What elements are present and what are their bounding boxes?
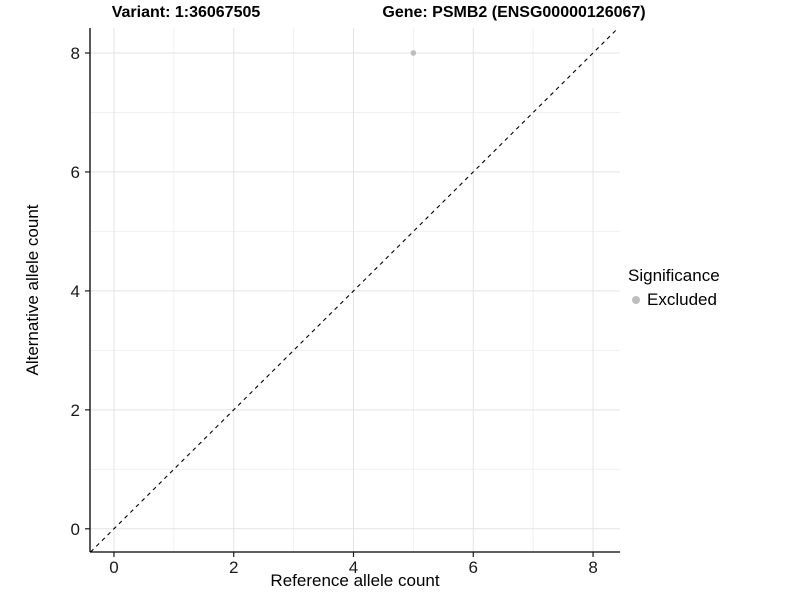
x-tick-label: 0 [109, 558, 118, 577]
x-tick-label: 6 [469, 558, 478, 577]
y-tick-label: 2 [71, 401, 80, 420]
y-tick-label: 6 [71, 163, 80, 182]
y-tick-label: 8 [71, 44, 80, 63]
y-axis-title: Alternative allele count [23, 204, 42, 376]
y-tick-label: 0 [71, 520, 80, 539]
gene-title: Gene: PSMB2 (ENSG00000126067) [382, 4, 646, 21]
plot-panel: 0 2 4 6 8 0 2 4 6 8 [71, 27, 620, 577]
excluded-point-icon [632, 296, 640, 304]
y-tick-label: 4 [71, 282, 80, 301]
identity-line [90, 27, 619, 553]
legend-item-excluded: Excluded [628, 290, 720, 310]
variant-title: Variant: 1:36067505 [111, 4, 261, 21]
legend-title: Significance [628, 266, 720, 285]
legend: Significance Excluded [628, 266, 720, 310]
data-point [410, 50, 417, 56]
x-tick-label: 8 [588, 558, 597, 577]
x-tick-label: 2 [229, 558, 238, 577]
x-axis-title: Reference allele count [270, 571, 440, 590]
legend-item-label: Excluded [647, 290, 717, 309]
x-tick-label: 4 [349, 558, 358, 577]
